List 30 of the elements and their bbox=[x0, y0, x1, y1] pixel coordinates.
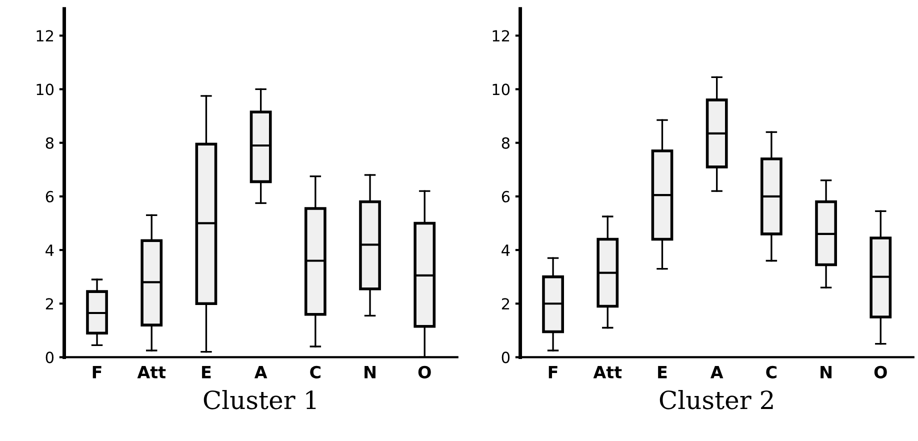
y-tick-label: 12 bbox=[492, 30, 510, 42]
x-tick-label: O bbox=[418, 366, 431, 378]
x-tick-label: O bbox=[874, 366, 887, 378]
x-tick-label: A bbox=[254, 366, 268, 378]
y-tick-label: 8 bbox=[46, 137, 54, 149]
y-tick-label: 8 bbox=[502, 137, 510, 149]
y-tick-label: 2 bbox=[46, 298, 54, 310]
x-tick-label: Att bbox=[137, 366, 166, 378]
x-tick-label: Att bbox=[593, 366, 622, 378]
x-axis-title: Cluster 2 bbox=[660, 390, 773, 410]
x-tick-label: E bbox=[202, 366, 211, 378]
x-tick-label: C bbox=[766, 366, 776, 378]
y-tick-label: 0 bbox=[502, 352, 510, 364]
y-tick-label: 2 bbox=[502, 298, 510, 310]
y-tick-label: 6 bbox=[502, 190, 510, 202]
x-tick-label: F bbox=[92, 366, 102, 378]
x-tick-label: E bbox=[658, 366, 667, 378]
x-tick-label: N bbox=[820, 366, 832, 378]
x-tick-label: A bbox=[710, 366, 724, 378]
y-tick-label: 4 bbox=[46, 244, 54, 256]
x-axis-title: Cluster 1 bbox=[204, 390, 316, 410]
y-tick-label: 4 bbox=[502, 244, 510, 256]
y-tick-label: 10 bbox=[36, 84, 54, 96]
y-tick-label: 0 bbox=[46, 352, 54, 364]
x-tick-label: F bbox=[548, 366, 558, 378]
y-tick-label: 10 bbox=[492, 84, 510, 96]
y-tick-label: 12 bbox=[36, 30, 54, 42]
x-tick-label: C bbox=[310, 366, 320, 378]
x-tick-label: N bbox=[364, 366, 376, 378]
y-tick-label: 6 bbox=[46, 190, 54, 202]
